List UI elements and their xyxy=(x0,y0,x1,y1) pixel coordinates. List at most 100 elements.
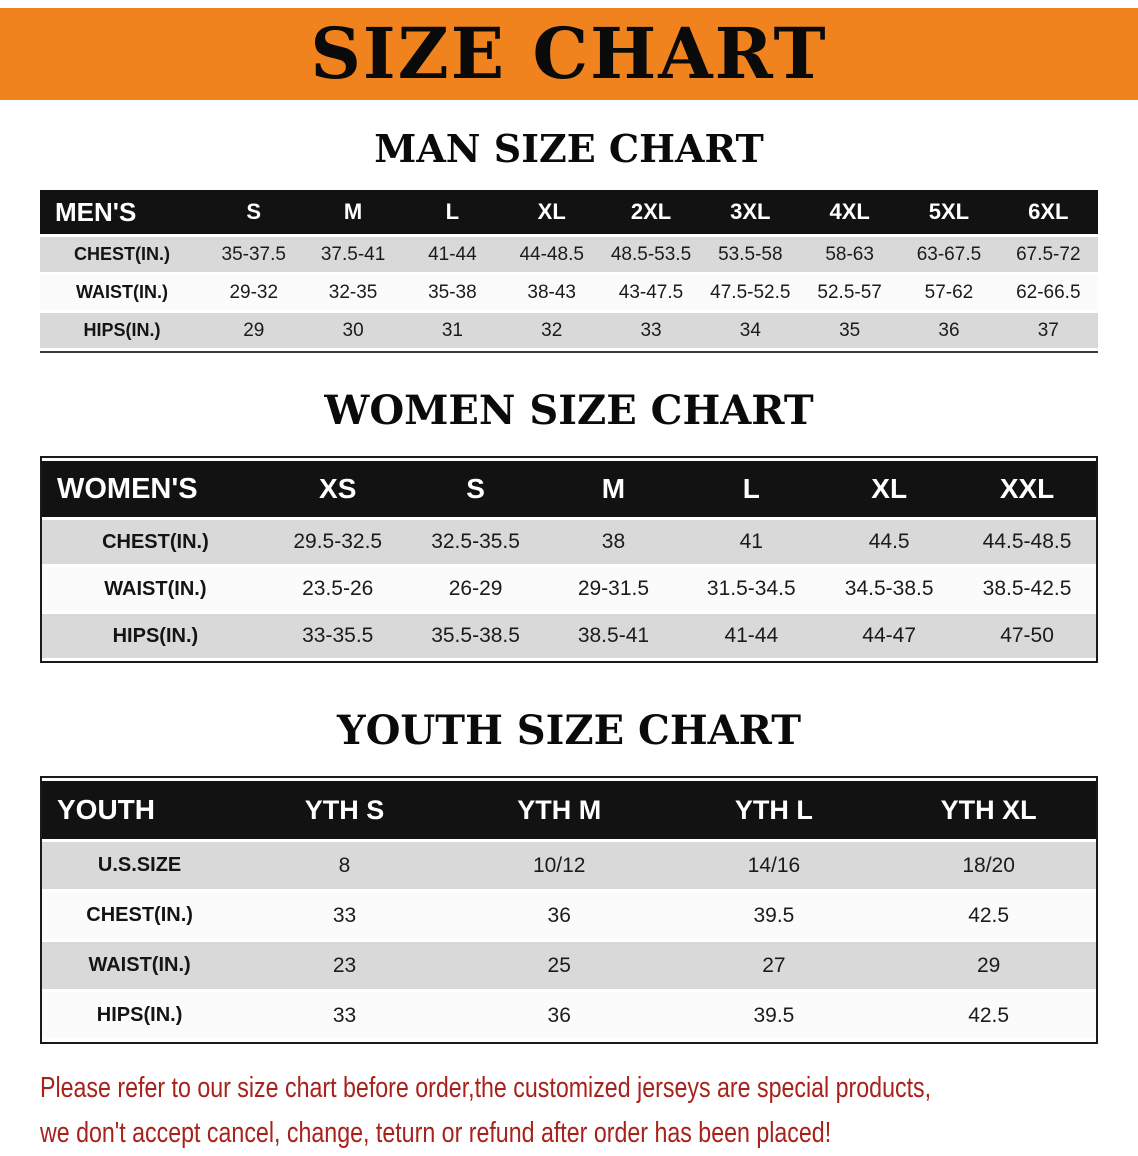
size-column-header: XXL xyxy=(999,473,1055,504)
size-value: 32 xyxy=(541,319,563,341)
size-value: 38-43 xyxy=(527,281,576,303)
table-header-row: YOUTH YTH S YTH M YTH L YTH XL xyxy=(42,781,1096,839)
size-value: 47.5-52.5 xyxy=(710,281,791,303)
size-column-header: S xyxy=(246,199,262,224)
size-value: 57-62 xyxy=(924,281,974,303)
size-value: 29-31.5 xyxy=(577,577,650,600)
measurement-row: WAIST(IN.) 29-32 32-35 35-38 38-43 43-47.5 47.… xyxy=(40,275,1098,310)
size-value: 26-29 xyxy=(448,577,503,600)
size-value: 42.5 xyxy=(968,903,1010,927)
size-value: 36 xyxy=(547,1003,571,1027)
size-column-header: 2XL xyxy=(630,199,672,224)
size-value: 30 xyxy=(342,319,364,341)
size-value: 39.5 xyxy=(753,1003,795,1027)
size-value: 29-32 xyxy=(229,281,279,303)
size-value: 42.5 xyxy=(968,1003,1010,1027)
size-value: 48.5-53.5 xyxy=(610,243,692,265)
measurement-row: CHEST(IN.) 33 36 39.5 42.5 xyxy=(42,892,1096,939)
size-value: 39.5 xyxy=(753,903,795,927)
measurement-row: U.S.SIZE 8 10/12 14/16 18/20 xyxy=(42,842,1096,889)
row-label: U.S.SIZE xyxy=(97,854,182,876)
women-section-heading: WOMEN SIZE CHART xyxy=(324,387,814,434)
size-value: 44-48.5 xyxy=(519,243,584,265)
size-column-header: 5XL xyxy=(928,199,970,224)
size-value: 35-37.5 xyxy=(221,243,286,265)
row-label: WAIST(IN.) xyxy=(76,282,169,302)
size-column-header: XL xyxy=(537,199,566,224)
size-column-header: L xyxy=(742,473,760,504)
size-value: 44.5 xyxy=(868,530,910,553)
size-column-header: L xyxy=(445,199,460,224)
size-value: 44-47 xyxy=(862,624,917,647)
row-label: CHEST(IN.) xyxy=(74,244,171,264)
table-title-cell: YOUTH xyxy=(57,794,155,825)
page-title: SIZE CHART xyxy=(310,12,828,95)
size-column-header: XL xyxy=(871,473,908,504)
disclaimer: Please refer to our size chart before or… xyxy=(40,1066,1138,1156)
men-section-heading: MAN SIZE CHART xyxy=(374,126,764,171)
size-value: 29 xyxy=(976,953,1001,977)
size-value: 41-44 xyxy=(724,624,779,647)
size-column-header: M xyxy=(343,199,363,224)
size-value: 38 xyxy=(601,530,626,553)
size-value: 52.5-57 xyxy=(817,281,882,303)
women-section: WOMEN SIZE CHART WOMEN'S XS S M L XL XXL CHEST(… xyxy=(0,387,1138,663)
youth-section-heading: YOUTH SIZE CHART xyxy=(337,707,801,754)
size-value: 31.5-34.5 xyxy=(706,577,796,600)
table-title-cell: MEN'S xyxy=(55,196,137,227)
size-chart-page: SIZE CHART MAN SIZE CHART MEN'S S M L XL 2XL 3… xyxy=(0,8,1138,1149)
size-value: 67.5-72 xyxy=(1016,243,1081,265)
measurement-row: HIPS(IN.) 33 36 39.5 42.5 xyxy=(42,992,1096,1039)
size-value: 58-63 xyxy=(825,243,874,265)
size-value: 36 xyxy=(938,319,960,341)
size-value: 25 xyxy=(547,953,571,977)
measurement-row: HIPS(IN.) 33-35.5 35.5-38.5 38.5-41 41-44 44-… xyxy=(42,614,1096,658)
table-header-row: WOMEN'S XS S M L XL XXL xyxy=(42,461,1096,517)
size-column-header: YTH M xyxy=(517,794,602,825)
size-value: 35.5-38.5 xyxy=(431,624,520,647)
row-label: HIPS(IN.) xyxy=(112,624,199,647)
size-column-header: 6XL xyxy=(1028,199,1069,224)
size-value: 35-38 xyxy=(428,281,477,303)
measurement-row: CHEST(IN.) 29.5-32.5 32.5-35.5 38 41 44.5 44.5… xyxy=(42,520,1096,564)
size-value: 34 xyxy=(739,319,761,341)
size-value: 38.5-42.5 xyxy=(982,577,1072,600)
size-value: 31 xyxy=(441,319,463,341)
size-value: 62-66.5 xyxy=(1016,281,1081,303)
size-value: 29 xyxy=(243,319,265,341)
banner: SIZE CHART xyxy=(0,8,1138,100)
size-value: 36 xyxy=(547,903,571,927)
size-value: 18/20 xyxy=(962,853,1015,877)
size-value: 27 xyxy=(762,953,786,977)
size-value: 23 xyxy=(332,953,357,977)
measurement-row: CHEST(IN.) 35-37.5 37.5-41 41-44 44-48.5 48.5… xyxy=(40,237,1098,272)
row-label: CHEST(IN.) xyxy=(86,904,193,926)
size-value: 33 xyxy=(640,319,662,341)
size-value: 14/16 xyxy=(747,853,801,877)
size-column-header: 4XL xyxy=(829,199,870,224)
size-value: 37.5-41 xyxy=(320,243,386,265)
measurement-row: WAIST(IN.) 23.5-26 26-29 29-31.5 31.5-34.5 34… xyxy=(42,567,1096,611)
measurement-row: WAIST(IN.) 23 25 27 29 xyxy=(42,942,1096,989)
size-value: 23.5-26 xyxy=(302,577,374,600)
size-value: 32.5-35.5 xyxy=(431,530,520,553)
size-value: 37 xyxy=(1037,319,1059,341)
disclaimer-line-1: Please refer to our size chart before or… xyxy=(40,1072,932,1104)
size-value: 33-35.5 xyxy=(302,624,374,647)
size-value: 35 xyxy=(839,319,861,341)
size-value: 41-44 xyxy=(428,243,477,265)
size-value: 63-67.5 xyxy=(916,243,982,265)
size-value: 10/12 xyxy=(532,853,586,877)
row-label: WAIST(IN.) xyxy=(104,577,207,600)
size-value: 47-50 xyxy=(1000,624,1054,647)
youth-size-table: YOUTH YTH S YTH M YTH L YTH XL U.S.SIZE 8 10/12… xyxy=(40,776,1098,1044)
row-label: WAIST(IN.) xyxy=(88,954,191,976)
row-label: CHEST(IN.) xyxy=(102,530,209,553)
size-value: 29.5-32.5 xyxy=(293,530,383,553)
size-value: 43-47.5 xyxy=(618,281,684,303)
size-column-header: S xyxy=(466,473,485,504)
size-column-header: 3XL xyxy=(730,199,771,224)
size-value: 53.5-58 xyxy=(718,243,783,265)
size-value: 33 xyxy=(332,1003,357,1027)
size-column-header: YTH S xyxy=(304,794,385,825)
